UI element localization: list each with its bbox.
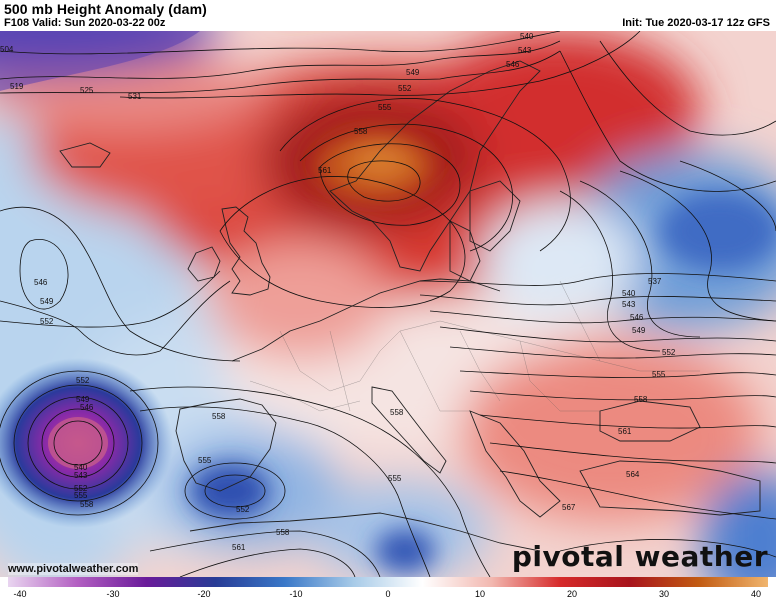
contour-label: 558 xyxy=(276,528,290,537)
contour-label: 561 xyxy=(232,543,246,552)
colorbar-strip xyxy=(8,577,768,587)
contour-label: 546 xyxy=(630,313,644,322)
colorbar-tick: 20 xyxy=(566,589,578,599)
colorbar-tick: 10 xyxy=(474,589,486,599)
contour-label: 552 xyxy=(74,484,88,493)
contour-label: 531 xyxy=(128,92,142,101)
contour-label: 552 xyxy=(236,505,250,514)
atlantic-low-core xyxy=(48,417,108,469)
country-borders xyxy=(249,280,700,412)
contour-label: 546 xyxy=(80,403,94,412)
contour-labels: 504 519 525 531 540 543 546 549 552 555 … xyxy=(0,32,676,552)
contour-label: 549 xyxy=(406,68,420,77)
contour-label: 552 xyxy=(40,317,54,326)
colorbar-tick: 40 xyxy=(750,589,762,599)
init-time: Init: Tue 2020-03-17 12z GFS xyxy=(622,17,770,29)
contour-label: 552 xyxy=(662,348,676,357)
colorbar-tick: -10 xyxy=(289,589,303,599)
product-title: 500 mb Height Anomaly (dam) xyxy=(4,1,207,17)
contour-label: 504 xyxy=(0,45,14,54)
contour-label: 543 xyxy=(518,46,532,55)
contour-label: 549 xyxy=(40,297,54,306)
valid-time: F108 Valid: Sun 2020-03-22 00z xyxy=(4,17,166,29)
contour-label: 543 xyxy=(622,300,636,309)
height-contours xyxy=(0,31,776,577)
contour-label: 540 xyxy=(520,32,534,41)
coastlines xyxy=(59,60,761,552)
contour-label: 561 xyxy=(318,166,332,175)
brand-logo: pivotal weather xyxy=(511,540,768,573)
contour-label: 558 xyxy=(80,500,94,509)
contour-label: 549 xyxy=(76,395,90,404)
contour-label: 555 xyxy=(378,103,392,112)
colorbar-tick: 30 xyxy=(658,589,670,599)
contour-label: 552 xyxy=(76,376,90,385)
contour-label: 558 xyxy=(634,395,648,404)
contour-label: 519 xyxy=(10,82,24,91)
contour-label: 555 xyxy=(388,474,402,483)
contour-label: 558 xyxy=(212,412,226,421)
contour-label: 537 xyxy=(648,277,662,286)
contour-label: 540 xyxy=(622,289,636,298)
contour-label: 546 xyxy=(34,278,48,287)
contour-label: 555 xyxy=(198,456,212,465)
contour-label: 558 xyxy=(390,408,404,417)
website-credit: www.pivotalweather.com xyxy=(8,563,139,575)
colorbar: -40 -30 -20 -10 0 10 20 30 40 xyxy=(0,577,776,600)
contour-label: 558 xyxy=(354,127,368,136)
contour-label: 549 xyxy=(632,326,646,335)
contour-label: 546 xyxy=(506,60,520,69)
contour-label: 564 xyxy=(626,470,640,479)
colorbar-tick: -40 xyxy=(13,589,27,599)
contour-label: 525 xyxy=(80,86,94,95)
contour-label: 555 xyxy=(652,370,666,379)
contour-label: 543 xyxy=(74,471,88,480)
anomaly-map[interactable]: 504 519 525 531 540 543 546 549 552 555 … xyxy=(0,31,776,577)
northwest-trough xyxy=(0,31,200,91)
contour-label: 540 xyxy=(74,463,88,472)
contour-label: 552 xyxy=(398,84,412,93)
contour-label: 567 xyxy=(562,503,576,512)
contour-label: 561 xyxy=(618,427,632,436)
colorbar-tick: -30 xyxy=(106,589,120,599)
contour-label: 555 xyxy=(74,491,88,500)
colorbar-tick: -20 xyxy=(197,589,211,599)
colorbar-tick: 0 xyxy=(385,589,391,599)
